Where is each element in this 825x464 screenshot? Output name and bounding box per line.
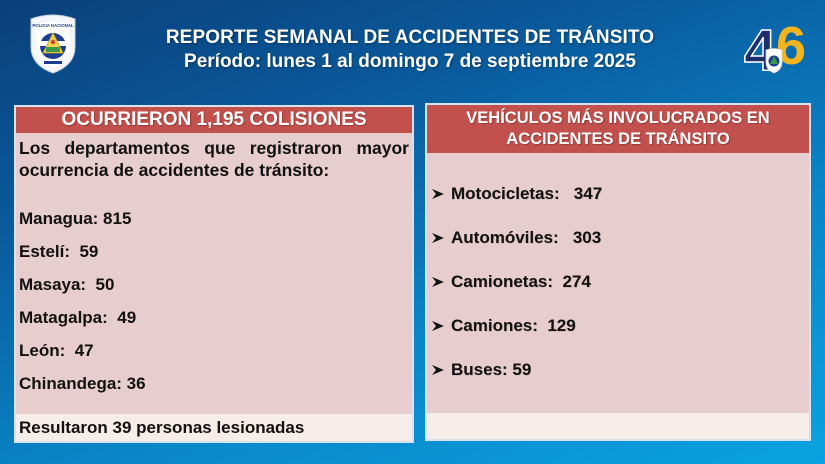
- collisions-header: OCURRIERON 1,195 COLISIONES: [16, 107, 412, 133]
- vehicle-label: Camionetas: 274: [451, 272, 591, 291]
- vehicle-item: Camiones: 129: [427, 304, 809, 348]
- arrowhead-bullet-icon: [432, 365, 444, 375]
- report-title: REPORTE SEMANAL DE ACCIDENTES DE TRÁNSIT…: [165, 27, 655, 48]
- vehicle-item: Camionetas: 274: [427, 260, 809, 304]
- department-item: Masaya: 50: [19, 275, 115, 294]
- department-item: Chinandega: 36: [19, 374, 146, 393]
- department-item: León: 47: [19, 341, 94, 360]
- vehicle-label: Camiones: 129: [451, 316, 576, 335]
- departments-list: Managua: 815 Estelí: 59 Masaya: 50 Matag…: [16, 209, 412, 407]
- vehicles-panel: VEHÍCULOS MÁS INVOLUCRADOS EN ACCIDENTES…: [425, 103, 811, 441]
- vehicle-item: Buses: 59: [427, 348, 809, 392]
- collisions-panel: OCURRIERON 1,195 COLISIONES Los departam…: [14, 105, 414, 443]
- anniversary-46-logo: 4 6: [742, 16, 818, 84]
- vehicle-item: Automóviles: 303: [427, 216, 809, 260]
- report-header: REPORTE SEMANAL DE ACCIDENTES DE TRÁNSIT…: [100, 26, 720, 74]
- report-period: Período: lunes 1 al domingo 7 de septiem…: [184, 51, 636, 72]
- arrowhead-bullet-icon: [432, 189, 444, 199]
- police-shield-icon: POLICIA NACIONAL: [30, 14, 76, 74]
- department-item: Managua: 815: [19, 209, 132, 228]
- arrowhead-bullet-icon: [432, 321, 444, 331]
- departments-intro: Los departamentos que registraron mayor …: [19, 138, 409, 180]
- anniversary-46-icon: 4 6: [743, 16, 806, 84]
- injured-summary: Resultaron 39 personas lesionadas: [16, 414, 412, 441]
- vehicle-item: Motocicletas: 347: [427, 172, 809, 216]
- vehicles-header-line2: ACCIDENTES DE TRÁNSITO: [506, 130, 730, 148]
- vehicles-footer-strip: [427, 413, 809, 439]
- vehicle-label: Buses: 59: [451, 360, 532, 379]
- arrowhead-bullet-icon: [432, 233, 444, 243]
- vehicles-list: Motocicletas: 347 Automóviles: 303 Camio…: [427, 172, 809, 392]
- police-shield-logo: POLICIA NACIONAL: [27, 13, 79, 75]
- vehicles-header: VEHÍCULOS MÁS INVOLUCRADOS EN ACCIDENTES…: [427, 105, 809, 153]
- arrowhead-bullet-icon: [432, 277, 444, 287]
- svg-text:POLICIA NACIONAL: POLICIA NACIONAL: [32, 23, 74, 28]
- vehicle-label: Motocicletas: 347: [451, 184, 603, 203]
- vehicle-label: Automóviles: 303: [451, 228, 602, 247]
- vehicles-header-line1: VEHÍCULOS MÁS INVOLUCRADOS EN: [466, 109, 770, 127]
- department-item: Matagalpa: 49: [19, 308, 137, 327]
- department-item: Estelí: 59: [19, 242, 99, 261]
